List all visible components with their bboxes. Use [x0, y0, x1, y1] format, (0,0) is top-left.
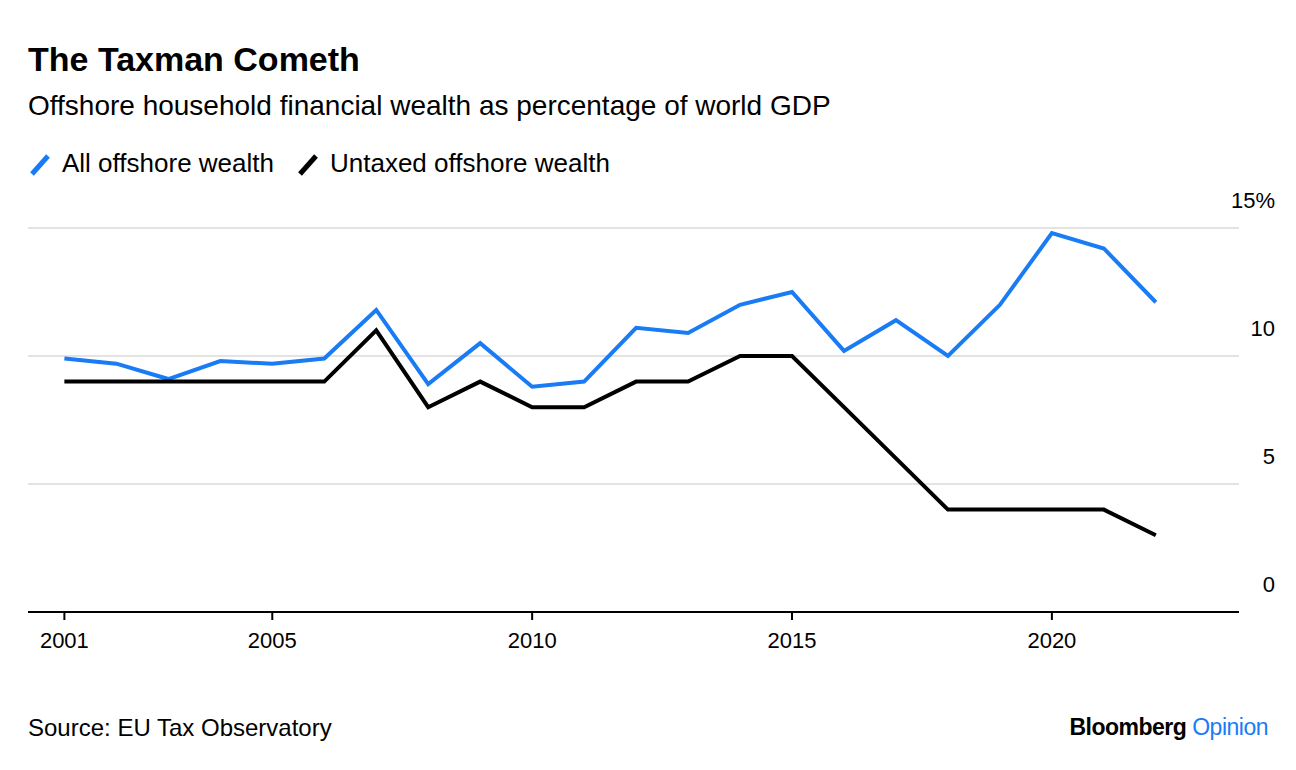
svg-text:2015: 2015: [768, 628, 817, 653]
html-text:Offshore household financial w: Offshore household financial wealth as p…: [28, 90, 831, 121]
svg-text:15%: 15%: [1231, 188, 1275, 213]
svg-text:10: 10: [1251, 316, 1275, 341]
svg-text:0: 0: [1263, 572, 1275, 597]
svg-text:5: 5: [1263, 444, 1275, 469]
html-text:Source: EU Tax Observatory: Source: EU Tax Observatory: [28, 714, 332, 741]
html-text:All offshore wealth: All offshore wealth: [62, 148, 274, 178]
svg-text:2020: 2020: [1027, 628, 1076, 653]
svg-text:2001: 2001: [40, 628, 89, 653]
html-text:Untaxed offshore wealth: Untaxed offshore wealth: [330, 148, 610, 178]
html-text:Bloomberg Opinion: Bloomberg Opinion: [1069, 714, 1268, 740]
svg-text:2010: 2010: [508, 628, 557, 653]
svg-text:2005: 2005: [248, 628, 297, 653]
html-text:The Taxman Cometh: The Taxman Cometh: [28, 40, 360, 78]
